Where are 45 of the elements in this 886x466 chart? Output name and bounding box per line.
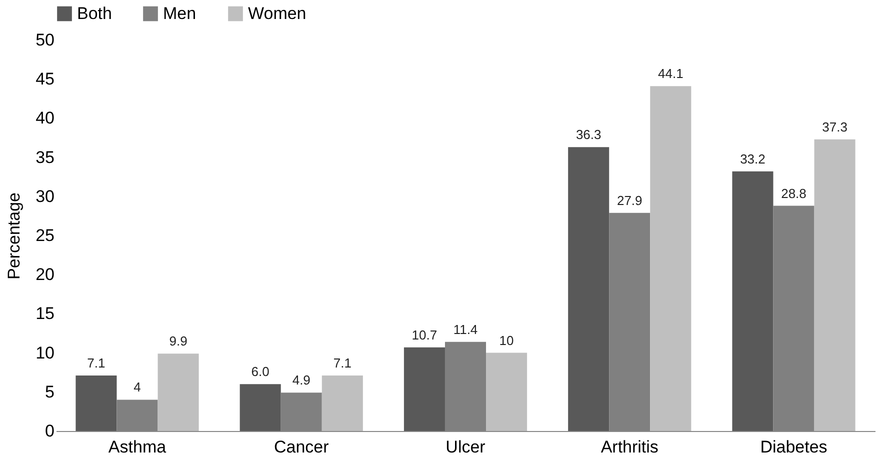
data-label: 33.2 bbox=[740, 151, 766, 166]
bar bbox=[322, 375, 363, 431]
bar bbox=[404, 347, 445, 431]
data-label: 37.3 bbox=[822, 119, 848, 134]
y-tick-label: 20 bbox=[36, 265, 54, 284]
bar bbox=[814, 139, 856, 431]
x-tick-label: Arthritis bbox=[600, 438, 658, 456]
y-tick-label: 15 bbox=[36, 304, 54, 324]
data-label: 28.8 bbox=[781, 186, 806, 201]
legend-label: Both bbox=[77, 4, 112, 23]
data-label: 10.7 bbox=[412, 327, 438, 342]
y-tick-label: 35 bbox=[36, 148, 54, 167]
data-label: 7.1 bbox=[87, 355, 106, 370]
y-tick-label: 50 bbox=[36, 30, 54, 50]
bar bbox=[158, 354, 199, 431]
legend-label: Men bbox=[163, 4, 196, 23]
bar bbox=[486, 352, 528, 431]
data-label: 10 bbox=[499, 332, 514, 348]
data-label: 4.9 bbox=[292, 372, 310, 388]
x-tick-label: Ulcer bbox=[446, 438, 486, 456]
y-tick-label: 30 bbox=[36, 186, 54, 206]
x-tick-label: Asthma bbox=[108, 438, 167, 456]
data-label: 9.9 bbox=[169, 334, 188, 349]
x-tick-label: Cancer bbox=[274, 438, 330, 456]
bar bbox=[76, 375, 117, 431]
data-label: 6.0 bbox=[251, 364, 270, 380]
bar bbox=[650, 86, 692, 431]
legend-label: Women bbox=[248, 4, 306, 23]
y-axis-title: Percentage bbox=[4, 192, 24, 280]
data-label: 11.4 bbox=[453, 322, 478, 337]
x-tick-label: Diabetes bbox=[760, 438, 828, 456]
y-tick-label: 5 bbox=[45, 382, 54, 402]
bar bbox=[732, 171, 774, 431]
bar bbox=[240, 384, 281, 431]
data-label: 36.3 bbox=[576, 127, 602, 142]
data-label: 44.1 bbox=[658, 66, 684, 82]
y-tick-label: 40 bbox=[36, 108, 54, 128]
y-tick-label: 25 bbox=[36, 226, 54, 245]
data-label: 7.1 bbox=[333, 355, 352, 370]
data-label: 27.9 bbox=[616, 192, 642, 208]
y-tick-label: 10 bbox=[36, 343, 54, 362]
data-label: 4 bbox=[134, 380, 141, 395]
y-tick-label: 0 bbox=[45, 422, 54, 440]
y-tick-label: 45 bbox=[36, 70, 54, 89]
bar bbox=[568, 147, 610, 431]
